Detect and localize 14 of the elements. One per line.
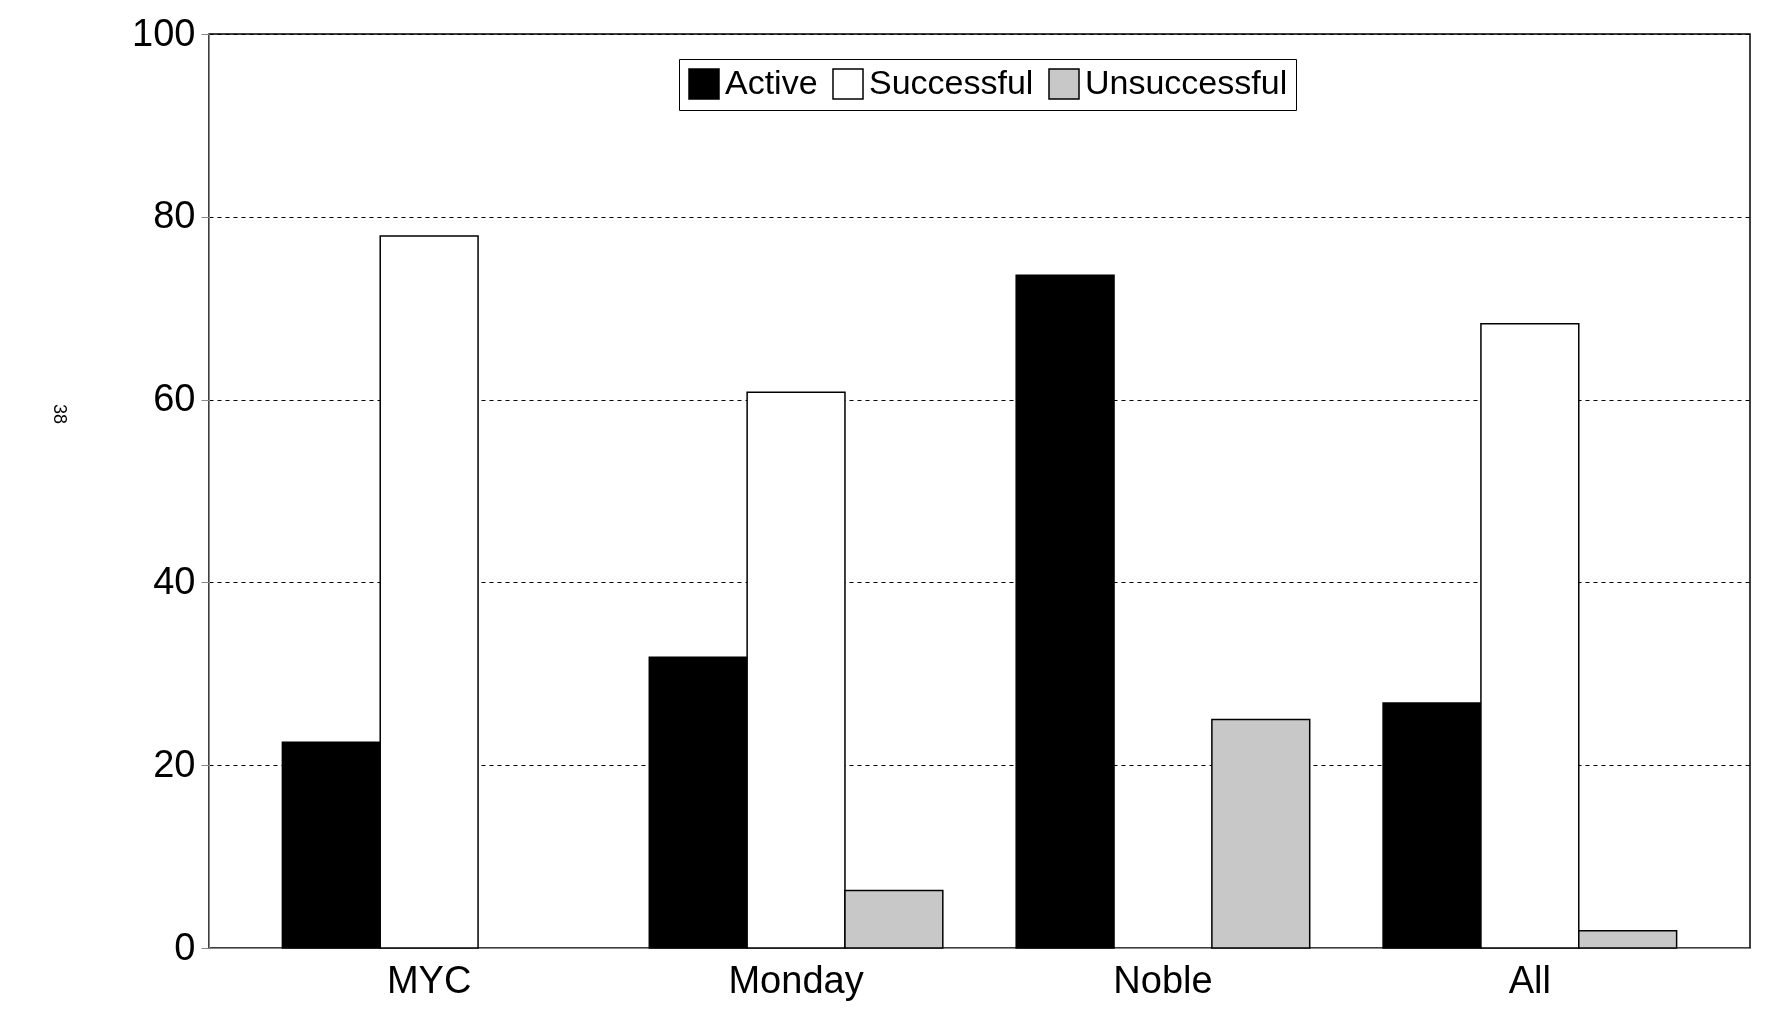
x-tick-label: All [1508,958,1551,1001]
x-tick-label: MYC [386,958,472,1001]
text: 38 [50,403,70,425]
y-tick-label: 80 [153,194,196,237]
y-tick-label: 40 [153,559,196,602]
x-tick-label: Monday [728,958,864,1001]
legend-label: Active [725,63,818,101]
y-tick-label: 0 [174,925,196,968]
y-tick-label: 20 [153,742,196,785]
x-tick-label: Noble [1113,958,1213,1001]
legend-label: Successful [869,63,1034,101]
legend-label: Unsuccessful [1085,63,1288,101]
y-tick-label: 100 [132,11,196,54]
y-tick-label: 60 [153,377,196,420]
